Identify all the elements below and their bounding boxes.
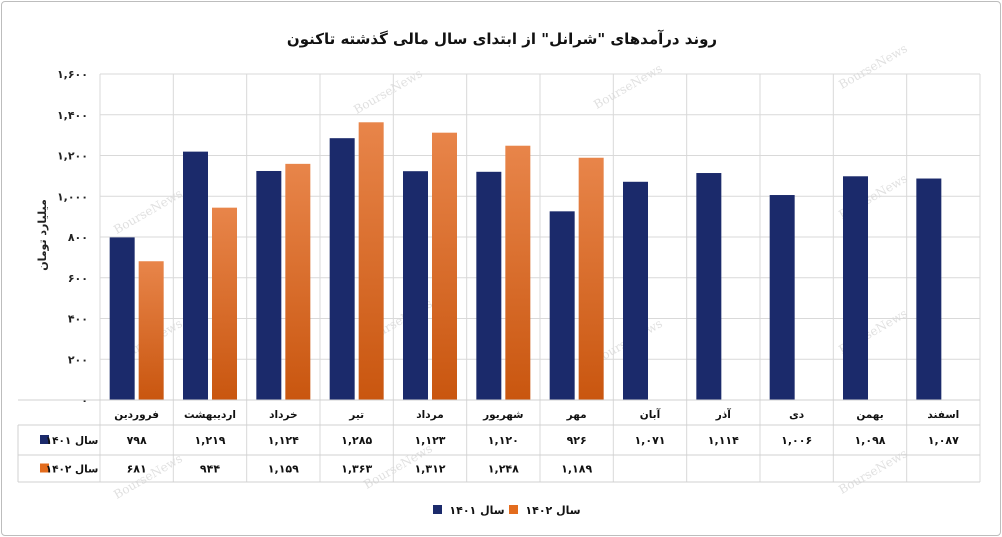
- category-label: مرداد: [416, 409, 443, 421]
- category-label: فروردین: [114, 409, 159, 421]
- y-tick-label: ۱,۲۰۰: [57, 150, 88, 163]
- category-label: بهمن: [856, 409, 883, 421]
- bar-1401: [916, 178, 942, 400]
- data-label: ۱,۱۲۳: [414, 434, 445, 447]
- bar-1402: [578, 157, 604, 400]
- category-label: آذر: [715, 408, 731, 421]
- bar-1401: [696, 173, 722, 400]
- data-label: ۱,۰۷۱: [634, 434, 665, 447]
- bar-1402: [432, 132, 457, 400]
- y-tick-label: ۸۰۰: [68, 231, 88, 244]
- data-label: ۱,۱۱۴: [708, 434, 739, 447]
- data-label: ۱,۱۲۴: [268, 434, 299, 447]
- bar-1401: [769, 195, 795, 400]
- legend-label: سال ۱۴۰۱: [449, 504, 504, 517]
- y-axis-label: میلیارد تومان: [36, 199, 49, 271]
- data-label: ۱,۲۸۵: [341, 434, 372, 447]
- chart-title: روند درآمدهای "شرانل" از ابتدای سال مالی…: [287, 30, 717, 48]
- legend-swatch-1401: [433, 505, 442, 514]
- data-label: ۶۸۱: [127, 463, 147, 476]
- y-tick-label: ۱,۰۰۰: [57, 190, 88, 203]
- legend: سال ۱۴۰۱ سال ۱۴۰۲: [433, 504, 581, 517]
- bar-1402: [212, 207, 237, 400]
- bar-1401: [843, 176, 868, 400]
- category-label: خرداد: [269, 409, 297, 421]
- bar-1402: [138, 261, 164, 400]
- category-label: دی: [789, 409, 805, 421]
- data-label: ۱,۰۸۷: [928, 434, 959, 447]
- bar-1401: [549, 211, 575, 400]
- data-label: ۱,۲۴۸: [488, 463, 519, 476]
- watermark-text: BourseNews: [836, 41, 910, 92]
- legend-key-1402: [40, 463, 49, 473]
- legend-key-1401: [40, 435, 49, 444]
- bar-1402: [358, 122, 384, 400]
- bar-1401: [623, 181, 648, 400]
- watermark-text: BourseNews: [836, 446, 910, 497]
- bar-1402: [285, 163, 311, 400]
- data-label: ۱,۱۲۰: [488, 434, 519, 447]
- data-label: ۹۲۶: [567, 434, 587, 447]
- bar-1401: [403, 171, 428, 400]
- bars: [109, 122, 942, 400]
- watermark-text: BourseNews: [591, 61, 665, 112]
- data-label: ۱,۳۱۲: [414, 463, 445, 476]
- y-tick-label: ۲۰۰: [68, 353, 88, 366]
- bar-1401: [183, 151, 208, 400]
- category-label: اردیبهشت: [184, 409, 236, 421]
- legend-label: سال ۱۴۰۲: [525, 504, 580, 517]
- category-label: مهر: [566, 409, 587, 421]
- category-label: شهریور: [482, 409, 523, 421]
- category-label: تیر: [348, 409, 364, 421]
- y-tick-label: ۶۰۰: [68, 272, 88, 285]
- bar-1402: [505, 145, 531, 400]
- data-label: ۱,۳۶۳: [341, 463, 372, 476]
- data-label: ۱,۱۸۹: [561, 463, 592, 476]
- y-tick-label: ۱,۶۰۰: [57, 68, 88, 81]
- bar-1401: [256, 170, 282, 400]
- data-label: ۱,۲۱۹: [194, 434, 225, 447]
- data-label: ۱,۱۵۹: [268, 463, 299, 476]
- category-label: اسفند: [927, 409, 959, 421]
- y-tick-label: ۴۰۰: [68, 313, 88, 326]
- data-label: ۱,۰۰۶: [781, 434, 812, 447]
- data-label: ۱,۰۹۸: [854, 434, 885, 447]
- bar-1401: [476, 171, 502, 400]
- y-tick-label: ۱,۴۰۰: [57, 109, 88, 122]
- data-label: ۷۹۸: [127, 434, 147, 447]
- bar-1401: [109, 237, 135, 400]
- data-label: ۹۴۴: [200, 463, 220, 476]
- series-row-label: سال ۱۴۰۲: [46, 464, 99, 476]
- series-row-label: سال ۱۴۰۱: [46, 435, 99, 447]
- data-table: فروردین اردیبهشت خرداد تیر مرداد شهریور مهر آبا…: [17, 399, 980, 483]
- legend-swatch-1402: [509, 505, 518, 514]
- bar-1401: [329, 138, 355, 400]
- category-label: آبان: [640, 408, 661, 421]
